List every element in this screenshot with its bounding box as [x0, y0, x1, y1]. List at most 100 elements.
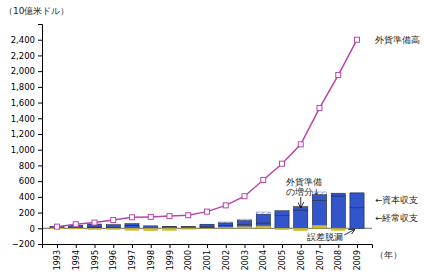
bar	[275, 211, 289, 216]
bar	[181, 226, 195, 227]
marker	[205, 209, 210, 214]
y-tick: 2,200	[11, 51, 42, 61]
bar	[200, 228, 214, 229]
y-tick: 1,000	[11, 145, 42, 155]
x-tick: 2005	[278, 244, 287, 270]
x-tick: 1996	[109, 244, 118, 270]
labels: 外貨準備の増分↓←経常収支←資本収支誤差脱漏外貨準備高	[286, 35, 420, 242]
x-tick-mark	[357, 244, 358, 248]
y-tick: 2,400	[11, 35, 42, 45]
y-tick-label: 200	[19, 208, 35, 218]
x-axis: 1993199419951996199719981999200020012002…	[43, 244, 373, 270]
bar	[200, 224, 214, 227]
x-tick-label: 2001	[203, 250, 212, 270]
bar	[256, 214, 270, 223]
x-tick-label: 2008	[334, 250, 343, 270]
x-tick: 2008	[334, 244, 343, 270]
x-tick-label: 1996	[109, 250, 118, 270]
x-tick-mark	[170, 244, 171, 248]
bar	[312, 226, 326, 229]
bar	[125, 226, 139, 229]
x-tick: 1997	[128, 244, 137, 270]
x-tick-mark	[282, 244, 283, 248]
x-tick-label: 2004	[259, 250, 268, 270]
y-axis-title: （10億米ドル）	[4, 6, 69, 16]
y-tick-mark	[38, 197, 42, 198]
y-tick-label: 1,400	[11, 114, 35, 124]
marker	[280, 161, 285, 166]
x-tick-mark	[320, 244, 321, 248]
y-tick-mark	[38, 134, 42, 135]
series-label: 外貨準備の増分↓	[286, 177, 322, 197]
x-tick-mark	[188, 244, 189, 248]
x-tick-label: 2007	[316, 250, 325, 270]
bar	[237, 219, 251, 228]
x-tick-mark	[226, 244, 227, 248]
bar	[331, 228, 345, 230]
x-tick-label: 2006	[297, 250, 306, 270]
x-tick-label: 1997	[128, 250, 137, 270]
bar	[106, 228, 120, 229]
y-tick: 1,400	[11, 114, 42, 124]
marker	[242, 194, 247, 199]
bar	[312, 192, 326, 228]
x-tick: 2002	[222, 244, 231, 270]
line-series	[55, 37, 360, 229]
x-tick-mark	[95, 244, 96, 248]
y-tick-label: −200	[12, 239, 35, 249]
y-tick: 200	[19, 208, 42, 218]
y-tick-mark	[38, 40, 42, 41]
marker	[298, 142, 303, 147]
x-tick-mark	[301, 244, 302, 248]
bar	[294, 209, 308, 228]
y-tick: 400	[19, 192, 42, 202]
y-tick-mark	[38, 87, 42, 88]
bar	[219, 226, 233, 229]
bar-series	[50, 226, 345, 231]
bar	[237, 221, 251, 225]
bar	[237, 227, 251, 228]
bar	[125, 225, 139, 228]
x-tick: 2009	[353, 244, 362, 270]
bar-series	[50, 192, 364, 228]
x-tick-label: 1998	[147, 250, 156, 270]
x-tick-mark	[263, 244, 264, 248]
y-tick-label: 2,400	[11, 35, 35, 45]
annotation-arrow	[300, 197, 301, 208]
x-tick-mark	[207, 244, 208, 248]
x-tick-mark	[151, 244, 152, 248]
bar	[200, 225, 214, 229]
x-tick: 2007	[316, 244, 325, 270]
x-tick-label: 2000	[184, 250, 193, 270]
line	[57, 40, 357, 227]
x-tick: 1995	[91, 244, 100, 270]
x-tick-mark	[76, 244, 77, 248]
bar	[350, 193, 364, 228]
x-tick-mark	[113, 244, 114, 248]
x-tick: 2001	[203, 244, 212, 270]
bar	[350, 228, 364, 229]
y-tick-mark	[38, 213, 42, 214]
marker	[317, 106, 322, 111]
y-tick: 1,200	[11, 129, 42, 139]
bar	[181, 227, 195, 229]
x-tick-label: 1995	[91, 250, 100, 270]
bar	[331, 196, 345, 228]
bar	[125, 224, 139, 226]
y-tick-label: 1,200	[11, 129, 35, 139]
marker	[55, 224, 60, 229]
bar	[256, 226, 270, 228]
bar	[312, 200, 326, 228]
x-axis-line	[43, 245, 373, 249]
x-tick-label: 2005	[278, 250, 287, 270]
x-tick: 1998	[147, 244, 156, 270]
bar	[125, 228, 139, 230]
y-tick-mark	[38, 228, 42, 229]
y-tick: 800	[19, 161, 42, 171]
y-tick-mark	[38, 118, 42, 119]
chart: −20002004006008001,0001,2001,4001,6001,8…	[0, 0, 430, 280]
bar	[162, 226, 176, 227]
x-tick-label: 1999	[166, 250, 175, 270]
x-tick-label: 1994	[72, 250, 81, 270]
series-label: 誤差脱漏	[307, 232, 343, 242]
